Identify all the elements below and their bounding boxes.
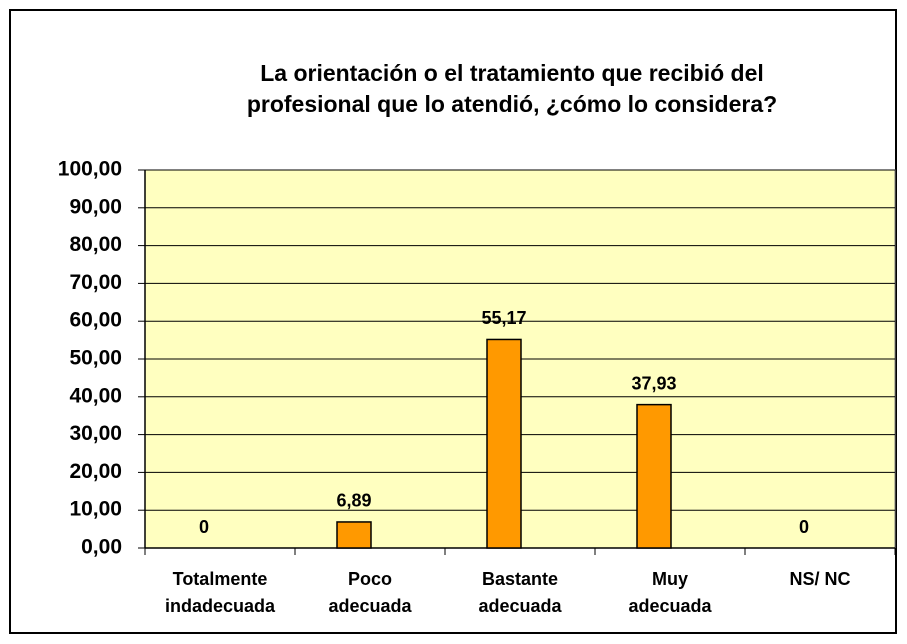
y-tick-label: 20,00	[69, 460, 122, 483]
y-tick-label: 50,00	[69, 347, 122, 370]
data-label: 0	[199, 517, 209, 537]
data-label: 0	[799, 517, 809, 537]
y-tick-label: 90,00	[69, 195, 122, 218]
y-tick-label: 30,00	[69, 422, 122, 445]
y-tick-label: 100,00	[58, 158, 122, 181]
bar	[336, 521, 372, 549]
chart-title: profesional que lo atendió, ¿cómo lo con…	[247, 91, 777, 117]
data-label: 55,17	[481, 308, 526, 328]
x-tick-label: Totalmente indadecuada	[165, 569, 276, 616]
bar	[486, 338, 522, 549]
y-tick-label: 10,00	[69, 498, 122, 521]
x-tick-label: NS/ NC	[789, 569, 850, 589]
y-tick-label: 40,00	[69, 384, 122, 407]
y-tick-label: 70,00	[69, 271, 122, 294]
bar	[636, 403, 672, 549]
data-label: 37,93	[631, 373, 676, 393]
x-tick-label: Bastante adecuada	[478, 569, 562, 616]
y-tick-label: 80,00	[69, 233, 122, 256]
x-tick-label: Muy adecuada	[628, 569, 712, 616]
data-label: 6,89	[336, 491, 371, 511]
y-tick-label: 0,00	[81, 536, 122, 559]
chart-title: La orientación o el tratamiento que reci…	[260, 60, 764, 86]
y-tick-label: 60,00	[69, 309, 122, 332]
x-tick-label: Poco adecuada	[328, 569, 412, 616]
